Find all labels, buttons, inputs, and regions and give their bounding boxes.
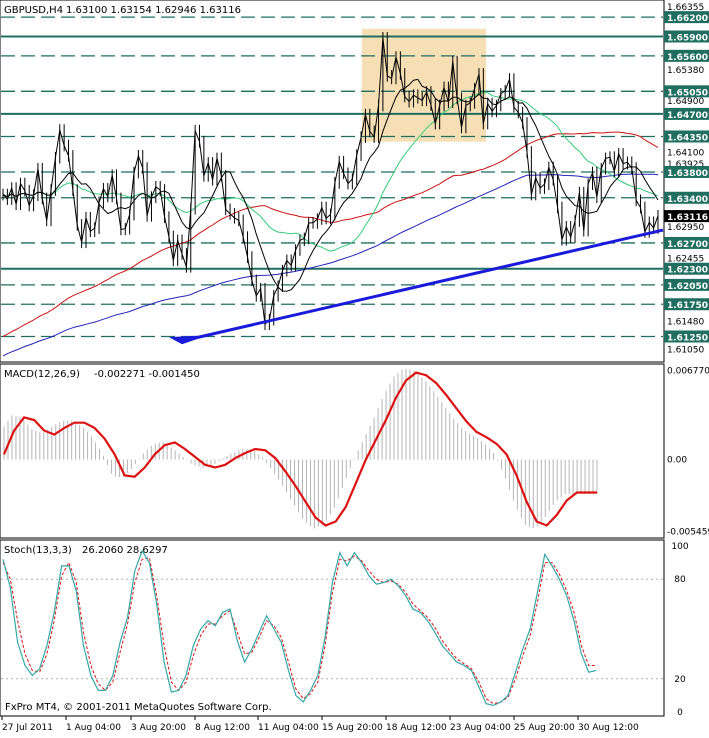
- level-price-tag: [664, 130, 709, 143]
- level-price-label: 1.63800: [667, 169, 708, 179]
- level-price-label: 1.65050: [667, 88, 708, 98]
- time-tick-label: 8 Aug 12:00: [195, 723, 250, 733]
- price-tick-label: 1.61480: [667, 318, 704, 328]
- stoch-lines: [2, 549, 597, 707]
- level-price-tag: [664, 165, 709, 178]
- price-tick-label: 1.61050: [667, 345, 704, 355]
- level-price-label: 1.65900: [667, 33, 708, 43]
- time-tick-label: 23 Aug 04:00: [450, 723, 511, 733]
- level-price-label: 1.64350: [667, 133, 708, 143]
- macd-axis: 0.006770 0.00 -0.005459: [667, 366, 709, 537]
- level-price-tag: [664, 236, 709, 249]
- symbol-title: GBPUSD,H4: [4, 5, 63, 16]
- level-price-label: 1.62700: [667, 240, 708, 250]
- price-tick-label: 1.65380: [667, 66, 704, 76]
- level-price-label: 1.63400: [667, 195, 708, 205]
- macd-panel-frame: [0, 363, 665, 539]
- supply-zone: [362, 28, 486, 142]
- black-moving-average: [2, 78, 659, 292]
- macd-tick-label: 0.006770: [667, 366, 709, 376]
- copyright-text: FxPro MT4, © 2001-2011 MetaQuotes Softwa…: [5, 702, 272, 713]
- stoch-tick-label: 20: [674, 675, 686, 685]
- price-tick-label: 1.62950: [667, 223, 704, 233]
- price-tick-label: 1.64100: [667, 149, 704, 159]
- level-price-label: 1.64700: [667, 111, 708, 121]
- time-tick-label: 11 Aug 04:00: [258, 723, 319, 733]
- time-tick-label: 27 Jul 2011: [2, 723, 53, 733]
- level-price-tag: [664, 107, 709, 120]
- horizontal-levels[interactable]: [1, 16, 663, 338]
- stoch-signal-path: [2, 555, 596, 705]
- macd-signal-path: [2, 371, 597, 527]
- level-price-label: 1.62050: [667, 282, 708, 292]
- stoch-tick-label: 100: [671, 542, 688, 552]
- supply-zone-box: [362, 28, 486, 142]
- level-price-label: 1.61750: [667, 301, 708, 311]
- level-price-label: 1.62300: [667, 266, 708, 276]
- level-price-tag: [664, 30, 709, 43]
- time-tick-label: 1 Aug 04:00: [66, 723, 121, 733]
- stoch-tick-label: 0: [677, 708, 683, 718]
- price-tick-label: 1.64900: [667, 97, 704, 107]
- stoch-main-path: [2, 549, 597, 707]
- price-path: [2, 37, 659, 326]
- stoch-values: 26.2060 28.6297: [82, 545, 168, 556]
- stoch-axis: 100 80 20 0: [671, 542, 688, 718]
- level-price-tag: [664, 85, 709, 98]
- level-price-tag: [664, 262, 709, 275]
- level-price-label: 1.66200: [667, 14, 708, 24]
- stoch-panel-frame: [0, 539, 665, 717]
- macd-histogram: [3, 368, 598, 529]
- stoch-title: Stoch(13,3,3): [4, 545, 72, 556]
- macd-tick-label: 0.00: [667, 456, 687, 466]
- current-price-label: 1.63116: [667, 213, 708, 223]
- time-tick-label: 18 Aug 12:00: [386, 723, 447, 733]
- time-tick-label: 15 Aug 20:00: [322, 723, 383, 733]
- macd-panel[interactable]: 0.006770 0.00 -0.005459 MACD(12,26,9) -0.0…: [0, 363, 709, 539]
- time-axis: 27 Jul 2011 1 Aug 04:00 3 Aug 20:00 8 Aug 1…: [0, 715, 664, 733]
- time-tick-label: 3 Aug 20:00: [131, 723, 186, 733]
- trendline-anchor-marker: [168, 335, 209, 345]
- price-bars: [2, 31, 659, 331]
- stoch-panel[interactable]: 100 80 20 0 Stoch(13,3,3) 26.2060 28.6297 F…: [0, 539, 689, 718]
- level-price-label: 1.65600: [667, 53, 708, 63]
- level-price-tag: [664, 278, 709, 291]
- time-tick-label: 25 Aug 20:00: [514, 723, 575, 733]
- level-price-tag: [664, 49, 709, 62]
- level-price-label: 1.61250: [667, 333, 708, 343]
- time-tick-label: 30 Aug 12:00: [578, 723, 639, 733]
- macd-title: MACD(12,26,9): [4, 369, 80, 380]
- macd-tick-label: -0.005459: [667, 528, 709, 538]
- price-tick-label: 1.62455: [667, 255, 704, 265]
- uptrend-line[interactable]: [181, 228, 664, 343]
- level-price-tag: [664, 330, 709, 343]
- current-price-tag: [664, 210, 709, 223]
- price-tick-label: 1.63925: [667, 160, 704, 170]
- macd-values: -0.002271 -0.001450: [94, 369, 200, 380]
- stoch-tick-label: 80: [674, 575, 686, 585]
- ohlc-values: 1.63100 1.63154 1.62946 1.63116: [66, 5, 241, 16]
- level-price-tag: [664, 191, 709, 204]
- level-price-tag: [664, 298, 709, 311]
- price-tick-label: 1.66355: [667, 3, 704, 13]
- macd-signal-line: [2, 371, 597, 527]
- trendline-group[interactable]: [168, 228, 664, 345]
- level-price-tag: [664, 11, 709, 24]
